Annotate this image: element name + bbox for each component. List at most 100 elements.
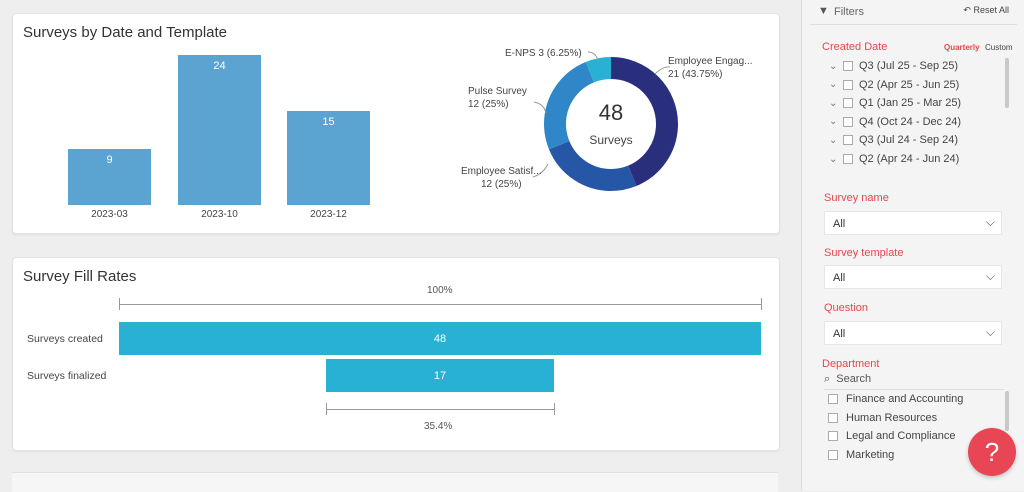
department-item[interactable]: Human Resources	[828, 409, 937, 427]
dropdown-value: All	[833, 328, 846, 340]
department-label: Department	[822, 358, 880, 370]
chevron-down-icon[interactable]: ⌄	[829, 116, 838, 128]
bar-chart: 9 2023-03 24 2023-10 15 2023-12	[13, 14, 413, 233]
survey-fill-rates-card: Survey Fill Rates 100% Surveys created 4…	[12, 257, 780, 451]
leader-line	[587, 51, 599, 62]
checkbox[interactable]	[828, 431, 838, 442]
checkbox[interactable]	[828, 412, 838, 423]
survey-template-dropdown[interactable]: All ⌵	[824, 265, 1002, 289]
leader-line	[654, 66, 671, 75]
department-item[interactable]: Legal and Compliance	[828, 427, 955, 445]
slice-label-pulse: Pulse Survey 12 (25%)	[468, 85, 527, 111]
department-item[interactable]: Finance and Accounting	[828, 390, 963, 408]
top-percentage: 100%	[427, 285, 453, 296]
date-tree-item[interactable]: ⌄ Q3 (Jul 24 - Sep 24)	[829, 131, 958, 149]
slice-pct: 12 (25%)	[468, 99, 509, 110]
leader-line	[533, 101, 547, 114]
mode-quarterly[interactable]: Quarterly	[944, 43, 980, 52]
date-tree-item[interactable]: ⌄ Q1 (Jan 25 - Mar 25)	[829, 94, 961, 112]
filter-icon: ▼	[818, 5, 829, 17]
checkbox[interactable]	[843, 135, 853, 146]
slice-pct: 12 (25%)	[481, 179, 522, 190]
department-item-label: Legal and Compliance	[846, 430, 956, 443]
bar-value-label: 24	[213, 60, 226, 72]
survey-template-label: Survey template	[824, 247, 904, 259]
slice-pct: 21 (43.75%)	[668, 69, 723, 80]
chevron-down-icon[interactable]: ⌄	[829, 134, 838, 146]
donut-slice-1[interactable]	[544, 57, 678, 191]
checkbox[interactable]	[843, 98, 853, 109]
slice-name: E-NPS 3	[505, 48, 544, 59]
bottom-bracket-line	[326, 409, 554, 410]
chevron-down-icon[interactable]: ⌄	[829, 79, 838, 91]
donut-center-label: Surveys	[589, 133, 633, 147]
slice-name: Pulse Survey	[468, 86, 527, 97]
x-tick-label: 2023-03	[91, 209, 128, 220]
filter-title: Filters	[834, 6, 864, 18]
survey-name-dropdown[interactable]: All ⌵	[824, 211, 1002, 235]
reset-all-button[interactable]: ↶ Reset All	[963, 5, 1009, 16]
chevron-down-icon[interactable]: ⌄	[829, 153, 838, 165]
chevron-down-icon: ⌵	[985, 325, 995, 339]
checkbox[interactable]	[843, 154, 853, 164]
donut-slice-3[interactable]	[544, 57, 678, 191]
date-item-label: Q2 (Apr 24 - Jun 24)	[859, 153, 960, 165]
chevron-down-icon[interactable]: ⌄	[829, 97, 838, 109]
question-label: Question	[824, 302, 869, 314]
donut-slice-2[interactable]	[544, 57, 678, 191]
x-tick-label: 2023-12	[310, 209, 347, 220]
x-tick-label: 2023-10	[201, 209, 238, 220]
bar-value-label: 9	[106, 153, 113, 166]
department-scrollbar[interactable]	[1005, 391, 1009, 431]
bar-2023-12[interactable]: 15	[287, 111, 370, 205]
date-item-label: Q3 (Jul 24 - Sep 24)	[859, 134, 959, 147]
department-item[interactable]: Marketing	[828, 446, 894, 464]
filter-header: ▼ Filters ↶ Reset All	[810, 0, 1017, 25]
search-placeholder: Search	[836, 373, 872, 385]
bar-2023-10[interactable]: 24	[178, 55, 261, 205]
bar-value-label: 15	[322, 116, 335, 129]
bottom-percentage: 35.4%	[424, 421, 453, 432]
checkbox[interactable]	[843, 61, 853, 71]
slice-label-enps: E-NPS 3 (6.25%)	[505, 47, 582, 60]
checkbox[interactable]	[828, 394, 838, 404]
date-item-label: Q2 (Apr 25 - Jun 25)	[859, 78, 960, 91]
help-button[interactable]: ?	[968, 428, 1016, 476]
funnel-category-created: Surveys created	[27, 333, 103, 345]
date-tree-item[interactable]: ⌄ Q4 (Oct 24 - Dec 24)	[829, 113, 961, 131]
checkbox[interactable]	[843, 116, 853, 127]
chevron-down-icon: ⌵	[985, 269, 995, 283]
slice-name: Employee Satisf...	[461, 166, 542, 177]
funnel-value: 48	[433, 332, 447, 345]
question-mark-icon: ?	[984, 436, 1000, 467]
funnel-value: 17	[433, 369, 447, 382]
dropdown-value: All	[833, 272, 846, 284]
mode-custom[interactable]: Custom	[985, 43, 1013, 52]
slice-pct: (6.25%)	[546, 48, 582, 59]
date-scrollbar[interactable]	[1005, 58, 1009, 108]
search-icon: ⌕	[824, 373, 831, 385]
donut-chart	[532, 51, 678, 191]
slice-label-engagement: Employee Engag... 21 (43.75%)	[668, 55, 753, 81]
question-dropdown[interactable]: All ⌵	[824, 321, 1002, 345]
date-item-label: Q3 (Jul 25 - Sep 25)	[859, 60, 959, 72]
department-search[interactable]: ⌕ Search	[824, 373, 1004, 390]
date-item-label: Q4 (Oct 24 - Dec 24)	[859, 115, 962, 128]
bar-2023-03[interactable]: 9	[68, 148, 151, 205]
card-title: Survey Fill Rates	[23, 268, 137, 285]
department-item-label: Human Resources	[846, 411, 938, 424]
next-card-edge	[12, 472, 778, 492]
created-date-label: Created Date	[822, 41, 888, 53]
bottom-bracket-tick-right	[553, 403, 555, 415]
chevron-down-icon[interactable]: ⌄	[829, 60, 838, 72]
date-tree-item[interactable]: ⌄ Q2 (Apr 24 - Jun 24)	[829, 150, 959, 168]
dropdown-value: All	[833, 218, 846, 230]
date-tree-item[interactable]: ⌄ Q3 (Jul 25 - Sep 25)	[829, 57, 958, 75]
bottom-bracket-tick-left	[326, 403, 328, 415]
checkbox[interactable]	[843, 79, 853, 90]
survey-name-label: Survey name	[824, 192, 889, 204]
checkbox[interactable]	[828, 450, 838, 461]
date-item-label: Q1 (Jan 25 - Mar 25)	[859, 97, 962, 110]
date-tree-item[interactable]: ⌄ Q2 (Apr 25 - Jun 25)	[829, 76, 959, 94]
slice-name: Employee Engag...	[668, 56, 753, 67]
